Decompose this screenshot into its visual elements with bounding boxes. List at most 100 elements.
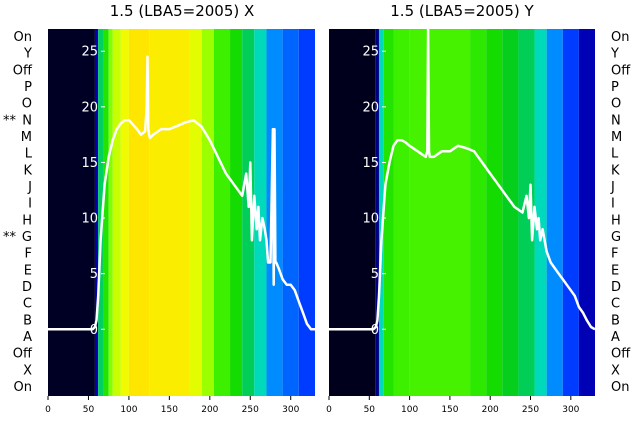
row-marker: ** (3, 113, 17, 128)
heatmap-band (578, 29, 595, 396)
row-label-right: F (611, 247, 618, 262)
y-tick-label: 5 (371, 267, 379, 282)
row-label-right: O (611, 97, 621, 112)
row-label-left: I (28, 197, 32, 212)
row-label-left: H (22, 213, 32, 228)
heatmap-band (189, 29, 202, 396)
panel-title-x: 1.5 (LBA5=2005) X (110, 2, 255, 20)
row-label-left: On (14, 380, 32, 395)
y-tick-label: 10 (81, 212, 98, 227)
row-label-right: Off (611, 347, 631, 362)
y-tick-label: 0 (90, 323, 98, 338)
heatmap-band (120, 29, 129, 396)
panel-title-y: 1.5 (LBA5=2005) Y (390, 2, 534, 20)
row-label-right: K (611, 163, 620, 178)
heatmap-band (230, 29, 243, 396)
x-tick-label: 150 (441, 405, 458, 415)
heatmap-band (378, 29, 384, 396)
row-label-left: Y (23, 47, 32, 62)
x-tick-label: 100 (401, 405, 418, 415)
heatmap-band (486, 29, 503, 396)
row-label-right: L (611, 147, 619, 162)
y-tick-label: 15 (81, 156, 98, 171)
heatmap-band (518, 29, 535, 396)
row-label-left: O (22, 97, 32, 112)
row-label-left: Off (13, 347, 33, 362)
y-tick-label: 25 (362, 45, 379, 60)
heatmap-band (213, 29, 231, 396)
x-axis-ticks-x: 0 50 100 150 200 250 300 (45, 396, 300, 415)
row-label-left: K (23, 163, 32, 178)
x-tick-label: 200 (201, 405, 218, 415)
heatmap-band (282, 29, 299, 396)
row-label-right: C (611, 297, 620, 312)
x-tick-label: 0 (326, 405, 332, 415)
y-axis-ticks-y: 0 5 10 15 20 25 (362, 45, 386, 338)
heatmap-band (98, 29, 104, 396)
row-label-right: B (611, 313, 620, 328)
row-label-right: D (611, 280, 621, 295)
heatmap-band (103, 29, 109, 396)
x-tick-label: 150 (161, 405, 178, 415)
row-label-left: F (25, 247, 32, 262)
heatmap-band (149, 29, 190, 396)
x-tick-label: 300 (282, 405, 299, 415)
row-label-left: Off (13, 63, 33, 78)
heatmap-band (201, 29, 214, 396)
row-label-right: On (611, 30, 629, 45)
heatmap-band (329, 29, 376, 396)
heatmap-x (48, 29, 315, 396)
row-label-left: P (24, 80, 32, 95)
x-tick-label: 200 (482, 405, 499, 415)
heatmap-band (108, 29, 113, 396)
row-label-left: X (23, 363, 32, 378)
row-label-right: H (611, 213, 621, 228)
heatmap-band (94, 29, 99, 396)
heatmap-band (393, 29, 410, 396)
heatmap-band (112, 29, 121, 396)
heatmap-band (383, 29, 394, 396)
row-label-right: N (611, 113, 621, 128)
row-label-right: P (611, 80, 619, 95)
y-tick-label: 5 (90, 267, 98, 282)
x-axis-ticks-y: 0 50 100 150 200 250 300 (326, 396, 580, 415)
row-label-right: E (611, 263, 619, 278)
row-label-left: D (22, 280, 32, 295)
series-line-x (48, 55, 315, 331)
row-label-left: N (22, 113, 32, 128)
heatmap-band (409, 29, 471, 396)
x-tick-label: 0 (45, 405, 51, 415)
heatmap-band (562, 29, 579, 396)
heatmap-band (128, 29, 150, 396)
x-tick-label: 250 (242, 405, 259, 415)
row-label-right: Y (610, 47, 619, 62)
y-tick-label: 10 (362, 212, 379, 227)
series-line-y (329, 29, 595, 331)
heatmap-y (329, 29, 595, 396)
row-label-left: C (23, 297, 32, 312)
y-tick-label: 0 (371, 323, 379, 338)
heatmap-band (470, 29, 487, 396)
row-label-right: J (610, 180, 615, 195)
row-label-right: Off (611, 63, 631, 78)
row-label-left: E (24, 263, 32, 278)
row-label-left: J (27, 180, 32, 195)
heatmap-band (254, 29, 267, 396)
y-axis-ticks-x: 0 5 10 15 20 25 (81, 45, 105, 338)
row-label-right: A (611, 330, 620, 345)
row-label-left: On (14, 30, 32, 45)
heatmap-bands-y (329, 29, 595, 396)
row-label-left: M (21, 130, 32, 145)
x-tick-label: 250 (522, 405, 539, 415)
row-label-left: L (25, 147, 33, 162)
row-label-left: B (23, 313, 32, 328)
row-label-left: G (22, 230, 32, 245)
heatmap-band (534, 29, 547, 396)
x-tick-label: 100 (120, 405, 137, 415)
row-label-right: On (611, 380, 629, 395)
y-tick-label: 20 (362, 100, 379, 115)
heatmap-band (48, 29, 95, 396)
